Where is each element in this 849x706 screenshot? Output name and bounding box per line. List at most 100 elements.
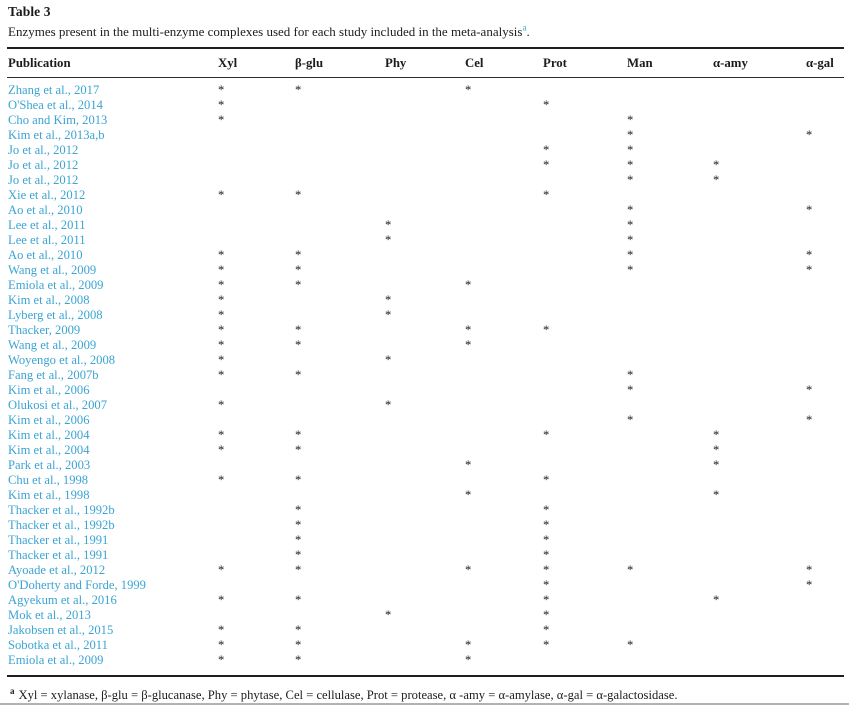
- enzyme-mark-cell: [806, 533, 844, 548]
- publication-link[interactable]: Sobotka et al., 2011: [8, 638, 108, 652]
- enzyme-mark-cell: *: [218, 188, 295, 203]
- publication-cell: Kim et al., 2013a,b: [7, 128, 218, 143]
- enzyme-mark-cell: [627, 78, 713, 99]
- asterisk-mark: *: [627, 248, 634, 262]
- enzyme-mark-cell: *: [218, 113, 295, 128]
- publication-link[interactable]: Thacker et al., 1992b: [8, 503, 115, 517]
- table-row: Park et al., 2003 * *: [7, 458, 844, 473]
- publication-link[interactable]: Jakobsen et al., 2015: [8, 623, 114, 637]
- publication-link[interactable]: Kim et al., 2006: [8, 413, 90, 427]
- enzyme-mark-cell: [543, 248, 627, 263]
- publication-link[interactable]: Thacker et al., 1991: [8, 548, 109, 562]
- enzyme-mark-cell: [806, 518, 844, 533]
- publication-cell: Woyengo et al., 2008: [7, 353, 218, 368]
- publication-link[interactable]: Wang et al., 2009: [8, 263, 97, 277]
- publication-link[interactable]: Emiola et al., 2009: [8, 653, 104, 667]
- enzyme-mark-cell: [465, 533, 543, 548]
- enzyme-mark-cell: [806, 188, 844, 203]
- asterisk-mark: *: [806, 563, 813, 577]
- table-row: Chu et al., 1998 * * *: [7, 473, 844, 488]
- enzyme-mark-cell: [295, 203, 385, 218]
- publication-link[interactable]: Kim et al., 2006: [8, 383, 90, 397]
- enzyme-mark-cell: *: [627, 143, 713, 158]
- publication-cell: Kim et al., 2006: [7, 413, 218, 428]
- enzyme-mark-cell: [218, 503, 295, 518]
- enzyme-mark-cell: [543, 488, 627, 503]
- publication-link[interactable]: Lee et al., 2011: [8, 233, 86, 247]
- publication-link[interactable]: Kim et al., 2013a,b: [8, 128, 105, 142]
- enzyme-mark-cell: [713, 503, 806, 518]
- enzyme-mark-cell: [543, 278, 627, 293]
- publication-cell: Kim et al., 2008: [7, 293, 218, 308]
- enzyme-mark-cell: [806, 113, 844, 128]
- enzyme-mark-cell: *: [543, 428, 627, 443]
- asterisk-mark: *: [465, 458, 472, 472]
- enzyme-mark-cell: *: [713, 458, 806, 473]
- asterisk-mark: *: [218, 98, 225, 112]
- publication-link[interactable]: Cho and Kim, 2013: [8, 113, 108, 127]
- publication-link[interactable]: O'Doherty and Forde, 1999: [8, 578, 146, 592]
- enzyme-mark-cell: *: [543, 638, 627, 653]
- publication-link[interactable]: Kim et al., 2004: [8, 443, 90, 457]
- publication-link[interactable]: Kim et al., 1998: [8, 488, 90, 502]
- asterisk-mark: *: [543, 578, 550, 592]
- enzyme-mark-cell: [713, 353, 806, 368]
- publication-link[interactable]: Fang et al., 2007b: [8, 368, 99, 382]
- publication-cell: Xie et al., 2012: [7, 188, 218, 203]
- table-row: Jo et al., 2012 * *: [7, 173, 844, 188]
- caption-footnote-marker-link[interactable]: a: [522, 22, 527, 33]
- publication-link[interactable]: Ao et al., 2010: [8, 248, 83, 262]
- publication-link[interactable]: Ao et al., 2010: [8, 203, 83, 217]
- enzyme-mark-cell: [806, 623, 844, 638]
- publication-link[interactable]: Lyberg et al., 2008: [8, 308, 103, 322]
- publication-link[interactable]: Emiola et al., 2009: [8, 278, 104, 292]
- header-row: Publication Xyl β-glu Phy Cel Prot Man α-amy α-g…: [7, 48, 844, 78]
- publication-link[interactable]: Mok et al., 2013: [8, 608, 91, 622]
- publication-link[interactable]: Park et al., 2003: [8, 458, 91, 472]
- enzyme-mark-cell: [385, 323, 465, 338]
- enzyme-mark-cell: *: [465, 638, 543, 653]
- publication-link[interactable]: O'Shea et al., 2014: [8, 98, 103, 112]
- publication-cell: Jakobsen et al., 2015: [7, 623, 218, 638]
- enzyme-mark-cell: [465, 128, 543, 143]
- enzyme-mark-cell: *: [713, 158, 806, 173]
- enzyme-mark-cell: [385, 518, 465, 533]
- table-row: Sobotka et al., 2011 * * * * *: [7, 638, 844, 653]
- asterisk-mark: *: [543, 158, 550, 172]
- publication-link[interactable]: Jo et al., 2012: [8, 143, 79, 157]
- enzyme-mark-cell: *: [295, 368, 385, 383]
- table-row: Olukosi et al., 2007 * *: [7, 398, 844, 413]
- asterisk-mark: *: [806, 203, 813, 217]
- enzyme-mark-cell: [543, 113, 627, 128]
- enzyme-mark-cell: [543, 458, 627, 473]
- enzyme-mark-cell: [465, 443, 543, 458]
- publication-link[interactable]: Ayoade et al., 2012: [8, 563, 106, 577]
- enzyme-mark-cell: [218, 173, 295, 188]
- publication-link[interactable]: Agyekum et al., 2016: [8, 593, 117, 607]
- publication-link[interactable]: Thacker, 2009: [8, 323, 81, 337]
- enzyme-mark-cell: [218, 218, 295, 233]
- enzyme-mark-cell: [385, 653, 465, 676]
- enzyme-mark-cell: *: [295, 593, 385, 608]
- publication-link[interactable]: Jo et al., 2012: [8, 173, 79, 187]
- enzyme-table: Publication Xyl β-glu Phy Cel Prot Man α-amy α-g…: [7, 47, 844, 677]
- publication-link[interactable]: Thacker et al., 1992b: [8, 518, 115, 532]
- publication-link[interactable]: Jo et al., 2012: [8, 158, 79, 172]
- enzyme-mark-cell: [806, 233, 844, 248]
- asterisk-mark: *: [295, 428, 302, 442]
- publication-link[interactable]: Thacker et al., 1991: [8, 533, 109, 547]
- enzyme-mark-cell: *: [713, 428, 806, 443]
- publication-link[interactable]: Zhang et al., 2017: [8, 83, 100, 97]
- asterisk-mark: *: [806, 263, 813, 277]
- publication-link[interactable]: Lee et al., 2011: [8, 218, 86, 232]
- publication-link[interactable]: Kim et al., 2008: [8, 293, 90, 307]
- publication-link[interactable]: Wang et al., 2009: [8, 338, 97, 352]
- publication-link[interactable]: Chu et al., 1998: [8, 473, 89, 487]
- enzyme-mark-cell: [713, 218, 806, 233]
- publication-link[interactable]: Olukosi et al., 2007: [8, 398, 107, 412]
- publication-link[interactable]: Woyengo et al., 2008: [8, 353, 116, 367]
- publication-link[interactable]: Kim et al., 2004: [8, 428, 90, 442]
- enzyme-mark-cell: [218, 158, 295, 173]
- publication-link[interactable]: Xie et al., 2012: [8, 188, 86, 202]
- enzyme-mark-cell: *: [385, 308, 465, 323]
